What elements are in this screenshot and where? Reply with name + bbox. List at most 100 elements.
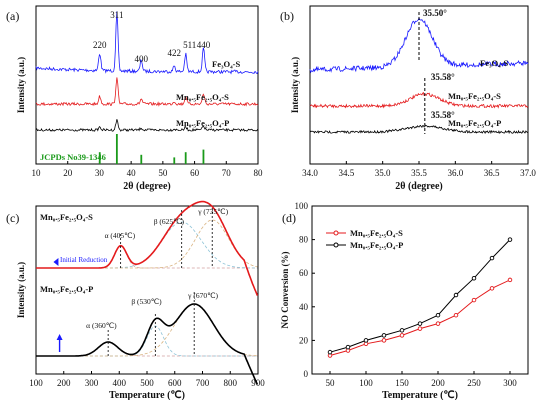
x-tick-label: 20 [63, 168, 73, 178]
x-axis-label: 2θ (degree) [123, 181, 171, 192]
x-tick-label: 36.0 [447, 168, 463, 178]
sample-label-2: Mn₀.₅Fe₂.₅O₄-P [40, 284, 93, 294]
peak-annotation-3: 35.58° [431, 110, 455, 120]
legend-label: Mn₀.₅Fe₂.₅O₄-S [350, 228, 403, 238]
peak-label: α (405℃) [105, 231, 136, 240]
component-curve [49, 325, 258, 357]
y-tick-label: 80 [299, 235, 309, 245]
sample-label-1: Mn₀.₅Fe₂.₅O₄-S [40, 212, 93, 222]
legend-marker [333, 230, 339, 236]
x-tick-label: 34.0 [302, 168, 318, 178]
component-curve [49, 303, 258, 357]
x-tick-label: 250 [467, 378, 481, 388]
x-tick-label: 35.5 [411, 168, 427, 178]
panel-b-label: (b) [280, 9, 294, 23]
data-point [417, 326, 423, 331]
legend-marker [333, 242, 339, 248]
data-point [363, 338, 369, 343]
data-point [399, 333, 405, 338]
x-axis-label: Temperature (℃) [109, 390, 185, 400]
x-tick-label: 34.5 [338, 168, 354, 178]
peak-label: 511 [183, 40, 196, 50]
x-tick-label: 100 [359, 378, 373, 388]
data-point [345, 344, 351, 350]
x-tick-label: 900 [251, 378, 265, 388]
x-axis-label: 2θ (degree) [395, 181, 443, 192]
x-tick-label: 40 [127, 168, 137, 178]
legend-label: Mn₀.₅Fe₂.₅O₄-P [350, 240, 403, 250]
arrow-left-icon [53, 258, 59, 266]
peak-label: 400 [135, 54, 149, 64]
tpr-curve-1 [36, 200, 259, 296]
series-line-1 [35, 11, 259, 75]
peak-label: 220 [93, 40, 107, 50]
panel-a-label: (a) [6, 9, 19, 23]
y-tick-label: 20 [299, 335, 309, 345]
x-tick-label: 500 [140, 378, 154, 388]
data-point [453, 292, 459, 298]
y-tick-label: 100 [295, 201, 309, 211]
y-axis-label: Intensity (a.u.) [16, 262, 26, 318]
series-line-2 [309, 91, 529, 109]
y-axis-label: Intensity (a.u.) [290, 57, 300, 113]
y-tick-label: 40 [299, 302, 309, 312]
reference-label: JCPDs No39-1346 [40, 152, 106, 162]
data-point [435, 312, 441, 318]
data-point [471, 297, 477, 303]
x-tick-label: 400 [113, 378, 127, 388]
x-tick-label: 200 [57, 378, 71, 388]
panel-a: (a) 10 20 30 40 50 60 70 80 2θ (degree) Intensity… [6, 5, 264, 192]
series-line-2 [329, 239, 511, 353]
peak-label: γ (670℃) [187, 291, 218, 300]
tpr-curve-2 [36, 303, 259, 385]
peak-label: 440 [197, 40, 211, 50]
x-tick-label: 70 [222, 168, 232, 178]
data-point [327, 349, 333, 355]
peak-label: β (625℃) [154, 217, 185, 226]
panel-a-frame [35, 5, 259, 165]
x-axis-label: Temperature (℃) [382, 390, 458, 400]
series-label-2: Mn₀.₅Fe₂.₅O₄-S [448, 91, 501, 101]
data-point [489, 286, 495, 291]
y-axis-label: NO Conversion (%) [280, 252, 290, 329]
initial-reduction-label: Initial Reduction [60, 256, 108, 264]
peak-label: γ (735℃) [197, 207, 228, 216]
peak-label: β (530℃) [131, 297, 162, 306]
series-label-1: Fe₃O₄-S [212, 59, 241, 69]
data-point [417, 321, 423, 326]
x-tick-label: 50 [158, 168, 168, 178]
series-label-3: Mn₀.₅Fe₂.₅O₄-P [448, 118, 501, 128]
x-tick-label: 300 [503, 378, 517, 388]
panel-c-label: (c) [6, 211, 19, 225]
series-line-3 [35, 119, 259, 133]
data-point [381, 338, 387, 343]
data-point [471, 275, 477, 281]
x-tick-label: 600 [168, 378, 182, 388]
data-point [507, 237, 513, 242]
component-curve [49, 245, 258, 269]
panel-d-frame [311, 205, 529, 375]
x-tick-label: 80 [254, 168, 264, 178]
panel-b: (b) 34.0 34.5 35.0 35.5 36.0 36.5 37.0 2θ (degr… [280, 5, 536, 192]
series-label-1: Fe₃O₄-S [480, 58, 509, 68]
x-tick-label: 800 [224, 378, 238, 388]
series-label-3: Mn₀.₅Fe₂.₅O₄-P [176, 118, 229, 128]
peak-label: α (360℃) [86, 321, 117, 330]
y-tick-label: 0 [304, 369, 309, 379]
peak-annotation-1: 35.50° [423, 8, 447, 18]
arrow-up-head [56, 334, 63, 340]
data-point [381, 333, 387, 338]
x-tick-label: 37.0 [520, 168, 536, 178]
series-line-3 [309, 124, 529, 135]
component-curve [49, 341, 258, 357]
x-tick-label: 30 [95, 168, 105, 178]
data-point [453, 312, 459, 318]
x-tick-label: 60 [190, 168, 200, 178]
series-line-2 [35, 77, 259, 107]
y-axis-label: Intensity (a.u.) [16, 57, 26, 113]
series-label-2: Mn₀.₅Fe₂.₅O₄-S [176, 92, 229, 102]
panel-d: (d) 50 100 150 200 250 300 0 20 40 60 80 100 Tempera… [280, 201, 529, 400]
peak-label: 422 [168, 48, 182, 58]
peak-label: 311 [110, 10, 123, 20]
